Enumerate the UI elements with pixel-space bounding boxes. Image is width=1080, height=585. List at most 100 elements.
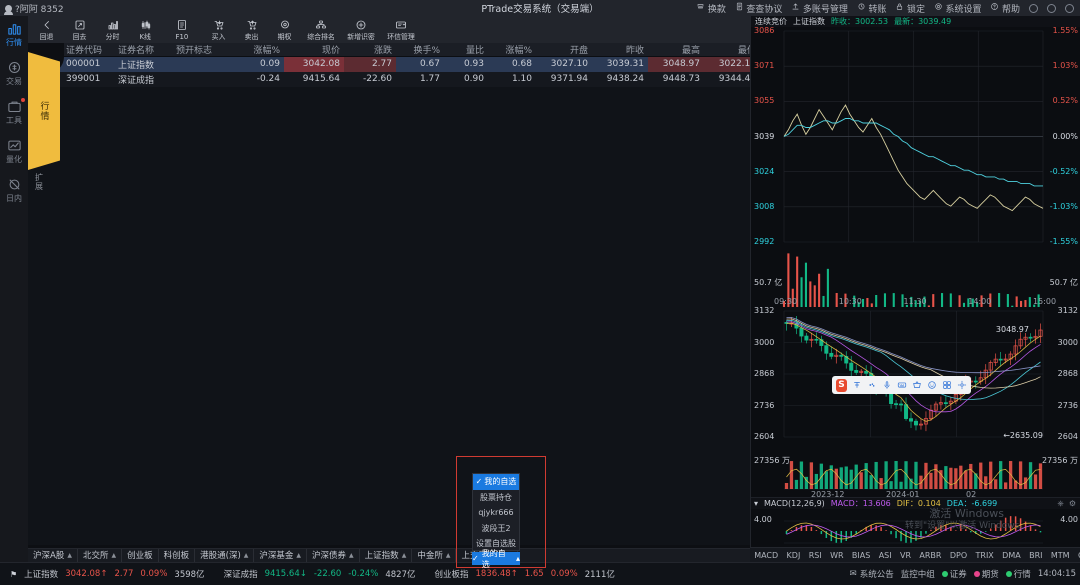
indicator-tab-ARBR[interactable]: ARBR [919,550,942,560]
sogou-logo[interactable]: S [836,378,847,392]
toolbar-button-分时[interactable]: 分时 [96,16,129,43]
emoji-icon[interactable] [926,380,937,391]
close-indicator-icon[interactable]: ⎈ [1057,498,1064,508]
table-header-最高[interactable]: 最高 [648,43,704,57]
maximize-icon[interactable] [1047,3,1056,13]
monitor-group-label[interactable]: 监控中组 [900,570,935,580]
topmenu-item-转账[interactable]: 转账 [857,2,886,15]
mic-icon[interactable] [881,380,892,391]
pin-icon[interactable]: ⚑ [10,569,18,579]
indicator-tab-VR[interactable]: VR [899,550,912,560]
indicator-tab-MACD[interactable]: MACD [754,550,779,560]
table-header-换手%[interactable]: 换手% [396,43,444,57]
watchlist-item-股票持仓[interactable]: 股票持仓 [473,490,519,506]
market-tab-科创板[interactable]: 科创板 [159,548,196,563]
sidebar-item-label: 交易 [6,77,22,86]
table-header-涨跌[interactable]: 涨跌 [344,43,396,57]
system-announcement[interactable]: ✉ 系统公告 [850,568,894,580]
table-header-量比[interactable]: 量比 [444,43,488,57]
table-header-证券代码[interactable]: 证券代码 [62,43,114,57]
table-header-开盘[interactable]: 开盘 [536,43,592,57]
toolbar-button-F10[interactable]: F10 [162,16,202,43]
watchlist-item-波段王2[interactable]: 波段王2 [473,521,519,537]
topmenu-item-多账号管理[interactable]: 多账号管理 [791,2,848,15]
watchlist-popup-button[interactable]: ✓ 我的自选 ▴ [472,549,520,569]
market-tab-label: 北交所 [82,550,109,561]
kline-chart[interactable]: 3132 3132 3000 3000 2868 2868 2736 2736 2604 2604… [751,306,1080,499]
topmenu-item-帮助[interactable]: 帮助 [990,2,1020,15]
table-header-涨幅%[interactable]: 涨幅% [488,43,536,57]
sidebar-item-交易[interactable]: 交易 [1,59,27,87]
indicator-tab-RSI[interactable]: RSI [808,550,822,560]
ime-floating-toolbar[interactable]: S [832,376,971,394]
settings-icon[interactable] [956,380,967,391]
toolbar-button-K线[interactable]: K线 [129,16,162,43]
market-tab-沪深基金[interactable]: 沪深基金 ▲ [254,548,308,563]
watchlist-item-我的自选[interactable]: ✓ 我的自选 [473,474,519,490]
watchlist-item-设置自选股[interactable]: 设置自选股 [473,536,519,552]
table-header-涨幅%[interactable]: 涨幅% [232,43,284,57]
minimize-icon[interactable] [1029,3,1038,13]
sidebar-item-日内[interactable]: 日内 [1,176,27,204]
watchlist-item-qjykr666[interactable]: qjykr666 [473,505,519,521]
market-tab-沪深债券[interactable]: 沪深债券 ▲ [307,548,360,563]
table-header-现价[interactable]: 现价 [284,43,344,57]
indicator-tab-KDJ[interactable]: KDJ [786,550,801,560]
toolbar-button-综合排名[interactable]: 综合排名 [301,16,341,43]
macd-chart[interactable]: 4.00 4.00 [751,509,1080,555]
toolbar-button-期权[interactable]: 期权 [268,16,301,43]
toolbar-button-回去[interactable]: 回去 [63,16,96,43]
market-tab-中金所[interactable]: 中金所 ▲ [412,548,457,563]
grid-icon[interactable] [941,380,952,391]
basket-icon[interactable] [911,380,922,391]
market-tab-上证指数[interactable]: 上证指数 ▲ [360,548,413,563]
indicator-tab-OBV[interactable]: OBV [1074,548,1080,563]
table-header-昨收[interactable]: 昨收 [592,43,648,57]
time-share-chart[interactable]: 3086 1.55% 3071 1.03% 3055 0.52% 3039 0.00% 3024… [751,26,1080,307]
topmenu-item-系统设置[interactable]: 系统设置 [934,2,981,15]
sidebar-item-量化[interactable]: 量化 [1,137,27,165]
indicator-tab-DPO[interactable]: DPO [949,550,968,560]
market-tab-北交所[interactable]: 北交所 ▲ [78,548,123,563]
chinese-mode-icon[interactable] [851,380,862,391]
status-index-深证成指[interactable]: 深证成指 9415.64↓ -22.60 -0.24% 4827亿 [224,568,416,580]
table-header-证券名称[interactable]: 证券名称 [114,43,172,57]
table-row[interactable]: 1000001上证指数0.093042.082.770.670.930.6830… [28,56,800,72]
close-icon[interactable] [1065,3,1074,13]
macd-indicator-bar[interactable]: ▾ MACD(12,26,9) MACD：13.606 DIF：0.104 DE… [751,497,1080,509]
table-header-最低[interactable]: 最低 [704,43,760,57]
indicator-tab-WR[interactable]: WR [830,550,844,560]
indicator-tab-BIAS[interactable]: BIAS [851,550,871,560]
expand-tab[interactable]: 扩展 [34,173,44,191]
topmenu-item-label: 换款 [707,4,726,15]
toolbar-button-环信管理[interactable]: 环信管理 [381,16,421,43]
indicator-tab-MTM[interactable]: MTM [1050,550,1070,560]
sidebar-item-工具[interactable]: 工具 [1,98,27,126]
folder-tab-market[interactable]: 行情 [28,52,60,170]
toolbar-button-回退[interactable]: 回退 [30,16,63,43]
collapse-icon[interactable]: ▾ [754,499,759,508]
status-index-上证指数[interactable]: 上证指数 3042.08↑ 2.77 0.09% 3598亿 [24,568,204,580]
indicator-tab-TRIX[interactable]: TRIX [975,550,994,560]
market-tab-沪深A股[interactable]: 沪深A股 ▲ [28,548,78,563]
gear-icon[interactable]: ⚙ [1068,498,1076,508]
macd-bar-actions[interactable]: ⎈ ⚙ [1057,499,1076,509]
indicator-tab-ASI[interactable]: ASI [878,550,892,560]
market-tab-港股通(深)[interactable]: 港股通(深) ▲ [195,548,255,563]
market-tab-创业板[interactable]: 创业板 [122,548,159,563]
voice-dot-icon[interactable] [866,380,877,391]
keyboard-icon[interactable] [896,380,907,391]
status-index-创业板指[interactable]: 创业板指 1836.48↑ 1.65 0.09% 2111亿 [434,568,614,580]
topmenu-item-查查协议[interactable]: 查查协议 [735,2,782,15]
topmenu-item-锁定[interactable]: 锁定 [895,2,925,15]
toolbar-button-买入[interactable]: 买入 [202,16,235,43]
sidebar-item-行情[interactable]: 行情 [1,20,27,48]
toolbar-button-新增识密[interactable]: 新增识密 [341,16,381,43]
topmenu-item-换款[interactable]: 换款 [696,2,726,15]
indicator-tab-BRI[interactable]: BRI [1029,550,1043,560]
table-row[interactable]: 2399001深证成指-0.249415.64-22.601.770.901.1… [28,71,800,87]
table-header-预开标志[interactable]: 预开标志 [172,43,232,57]
toolbar-button-卖出[interactable]: 卖出 [235,16,268,43]
indicator-tab-DMA[interactable]: DMA [1002,550,1021,560]
